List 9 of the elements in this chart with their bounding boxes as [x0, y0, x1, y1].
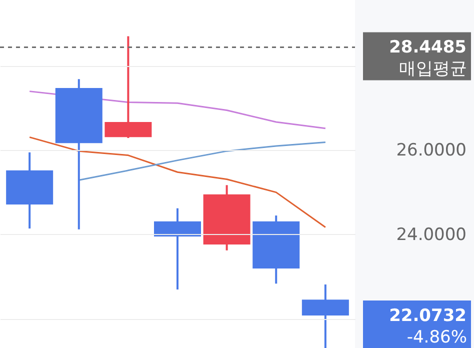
line-series	[78, 141, 326, 181]
y-tick-label: 22.0732	[389, 306, 466, 326]
ref-line-label: 매입평균	[399, 59, 467, 80]
y-tick-label: 24.0000	[396, 224, 466, 245]
line-series	[28, 136, 326, 228]
text: -4.86%	[406, 327, 467, 348]
candlestick	[104, 35, 152, 140]
y-tick-label: 28.4485	[389, 38, 466, 58]
y-tick-label: 26.0000	[396, 140, 466, 161]
